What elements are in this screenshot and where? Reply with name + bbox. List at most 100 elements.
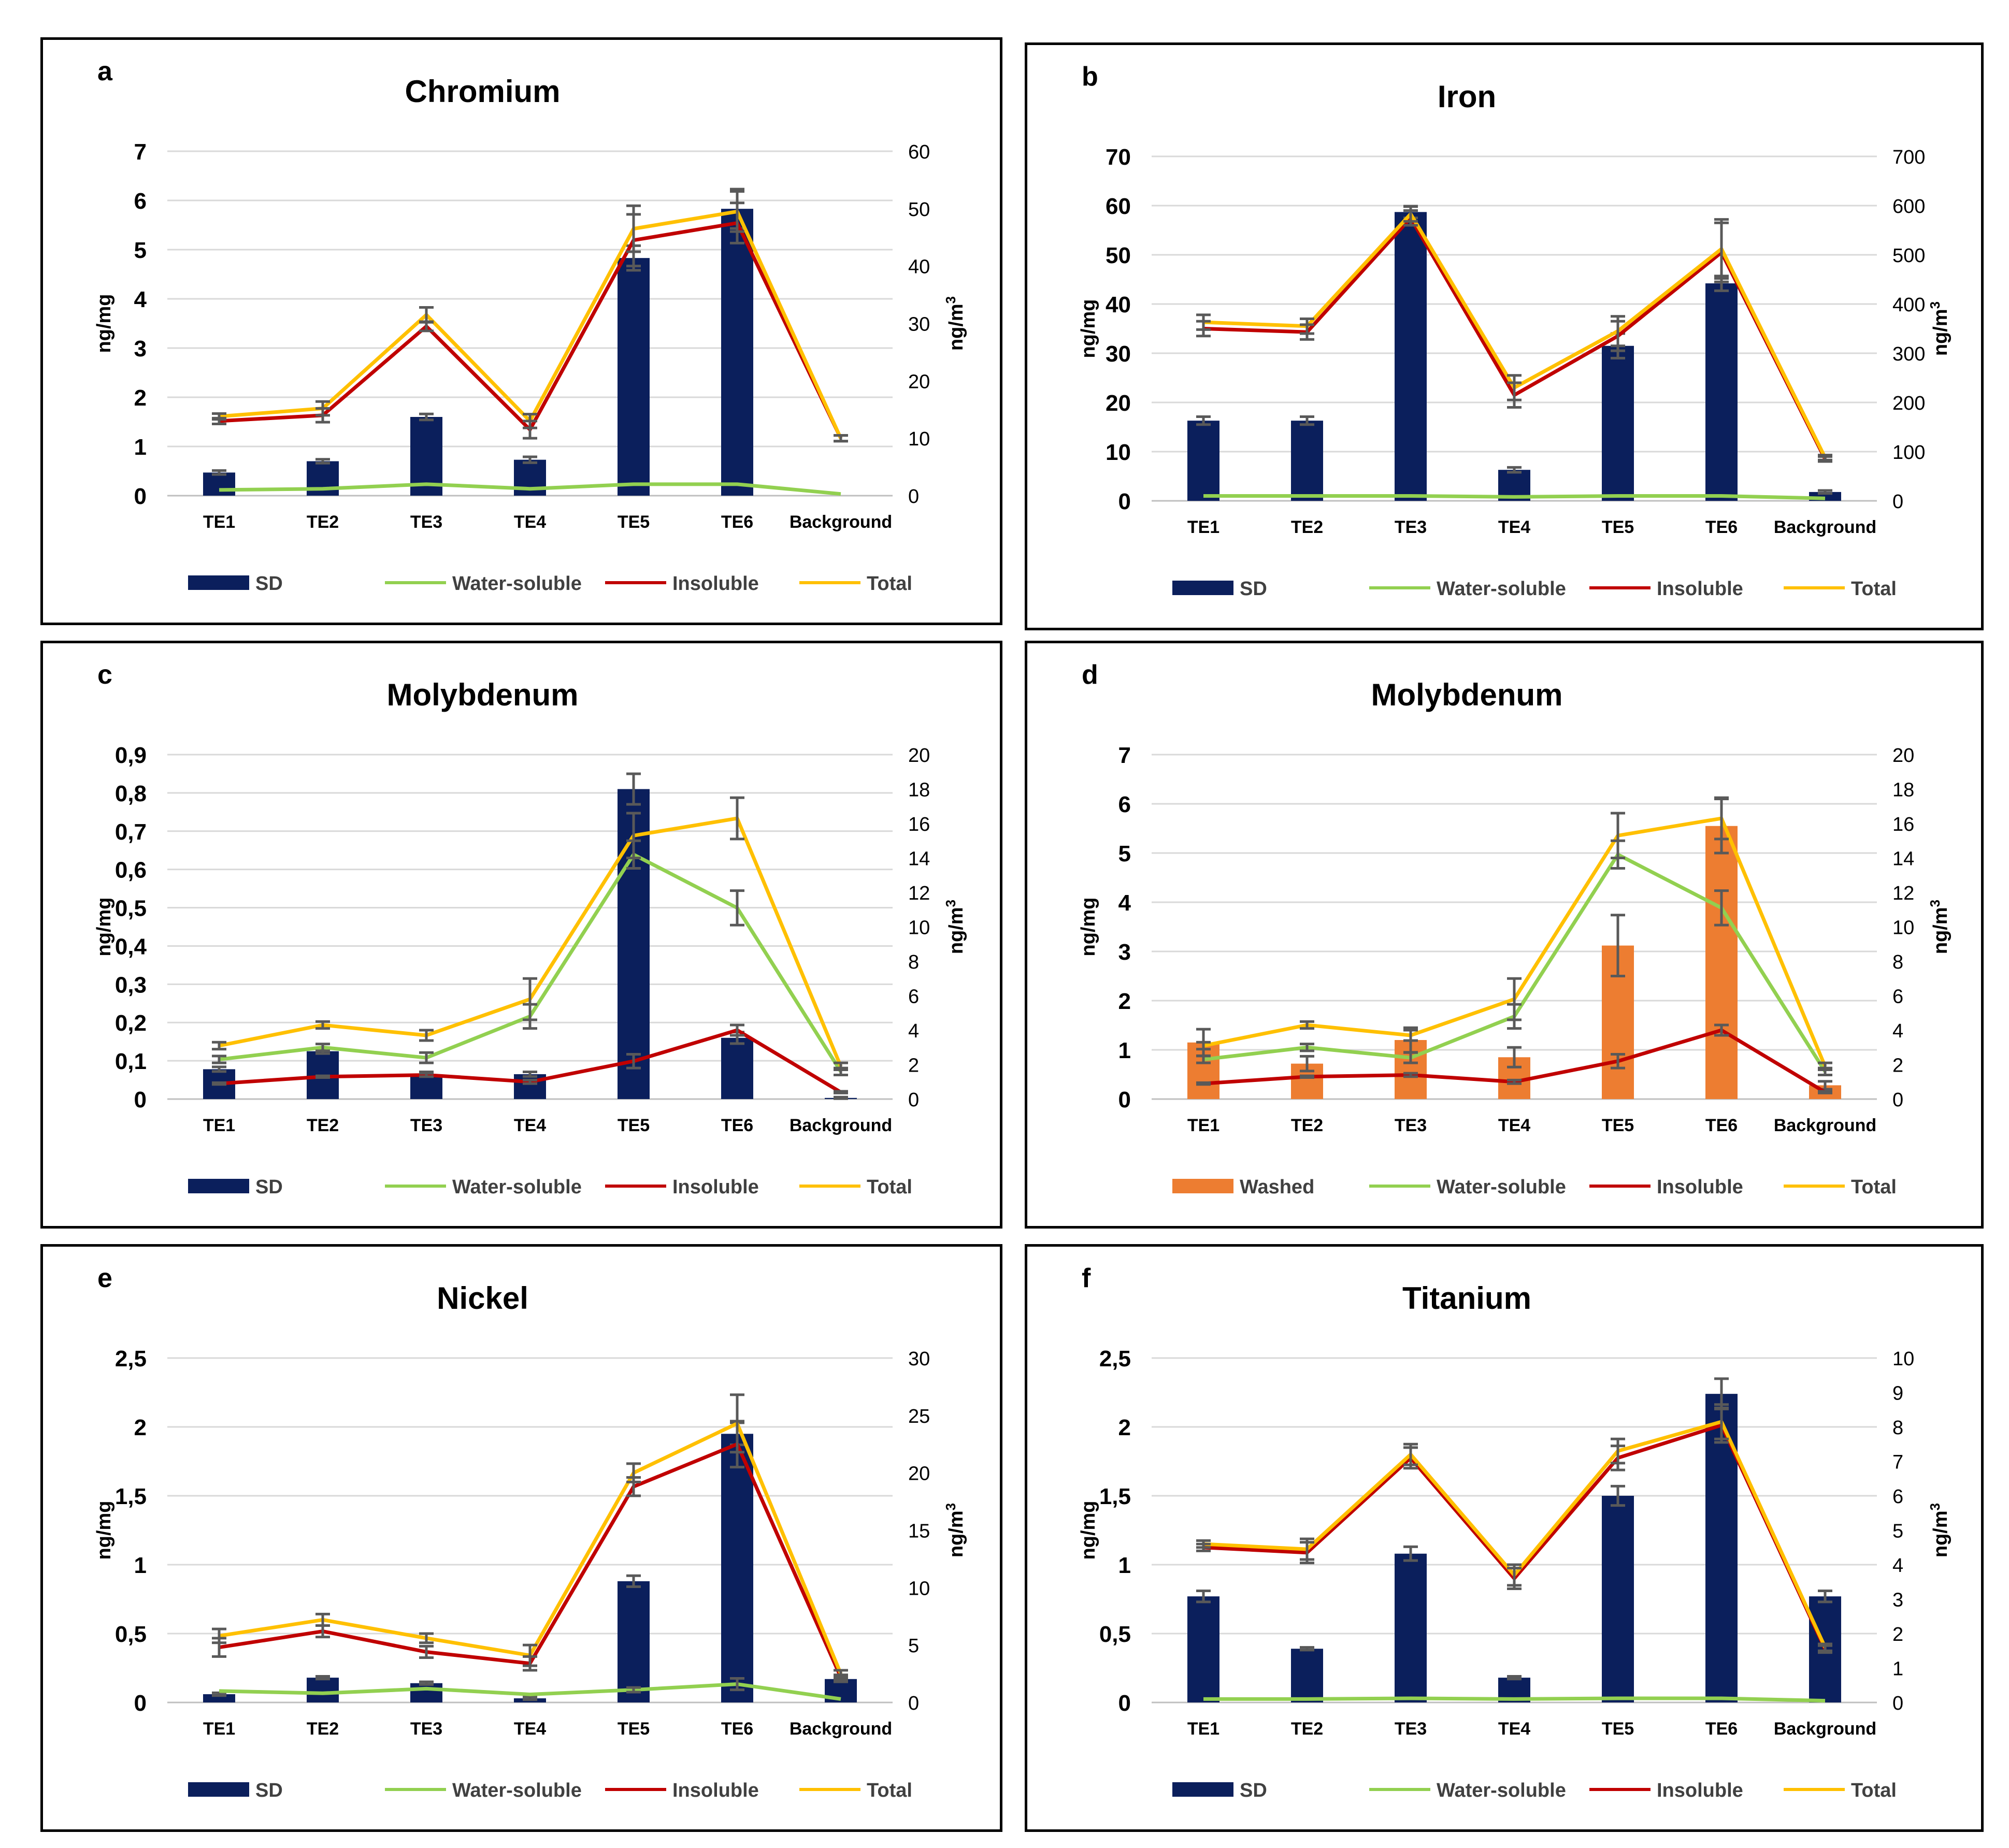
y-right-tick-label: 30 [908, 1348, 930, 1370]
x-tick-label: TE3 [1395, 517, 1427, 537]
y-left-tick-label: 2 [1118, 989, 1131, 1014]
error-bar [523, 1643, 537, 1667]
x-tick-label: TE4 [1498, 1719, 1530, 1739]
error-bar [1403, 1051, 1418, 1064]
y-right-tick-label: 10 [908, 428, 930, 450]
panel-label: e [97, 1263, 112, 1293]
legend-entry: Total [799, 573, 912, 595]
y-right-axis-title: ng/m3 [943, 1503, 967, 1557]
y-left-tick-label: 0,8 [115, 781, 147, 806]
error-bar [419, 1051, 434, 1064]
legend-entry: Insoluble [1589, 578, 1743, 600]
x-tick-label: TE4 [1498, 1116, 1530, 1135]
y-right-tick-label: 15 [908, 1521, 930, 1542]
legend-label: SD [255, 1780, 283, 1801]
error-bar [834, 1669, 848, 1679]
error-bar [212, 1055, 226, 1064]
error-bar [1300, 1043, 1314, 1052]
error-bar [1507, 977, 1522, 1021]
y-left-tick-label: 0,1 [115, 1049, 147, 1074]
error-bar [1507, 466, 1522, 474]
error-bar [1507, 374, 1522, 401]
y-right-tick-label: 0 [1892, 1089, 1903, 1111]
y-right-tick-label: 60 [908, 141, 930, 163]
y-right-tick-label: 20 [1892, 745, 1914, 767]
legend-label: Water-soluble [1437, 1780, 1566, 1801]
y-right-tick-label: 20 [908, 745, 930, 767]
bar [618, 258, 650, 496]
chart-d: dMolybdenum0123456702468101214161820ng/m… [1078, 660, 1951, 1198]
y-right-tick-label: 16 [908, 814, 930, 835]
y-right-tick-label: 1 [1892, 1658, 1903, 1680]
chart-title: Molybdenum [1371, 677, 1563, 712]
x-tick-label: TE2 [307, 1116, 339, 1135]
legend-entry: Total [799, 1176, 912, 1198]
y-left-tick-label: 2 [134, 385, 147, 411]
y-left-tick-label: 60 [1106, 194, 1131, 219]
error-bar [1611, 914, 1625, 977]
error-bar [315, 1612, 330, 1627]
y-right-tick-label: 18 [1892, 779, 1914, 801]
error-bar [1818, 454, 1832, 461]
y-right-tick-label: 18 [908, 779, 930, 801]
panel-a: a Chromium 0 1 2 3 4 5 6 7 0 10 20 30 40 50 60 ng/mg ng/m3… [40, 37, 1002, 625]
x-tick-label: TE2 [1291, 1719, 1323, 1739]
legend-entry: Total [1784, 1780, 1897, 1801]
legend-entry: Insoluble [605, 573, 759, 595]
legend-label: Water-soluble [452, 1176, 582, 1198]
error-bar [419, 412, 434, 422]
legend-entry: SD [1172, 1780, 1267, 1801]
y-left-tick-label: 5 [1118, 841, 1131, 867]
x-tick-label: TE6 [721, 512, 753, 532]
error-bar [1196, 1539, 1211, 1549]
legend-label: Insoluble [672, 573, 759, 595]
legend-label: Insoluble [672, 1780, 759, 1801]
x-tick-label: TE5 [618, 1116, 650, 1135]
x-tick-label: TE3 [410, 512, 442, 532]
error-bar [419, 1680, 434, 1686]
chart-title: Nickel [437, 1281, 528, 1316]
error-bar [1714, 796, 1729, 841]
bar [1395, 1553, 1427, 1702]
error-bar [1611, 1053, 1625, 1070]
y-right-tick-label: 8 [1892, 1417, 1903, 1439]
legend-entry: SD [188, 573, 283, 595]
y-left-tick-label: 7 [1118, 743, 1131, 768]
bar [1602, 1496, 1634, 1702]
x-tick-label: Background [1774, 1116, 1876, 1135]
x-tick-label: TE2 [307, 512, 339, 532]
legend-entry: Total [799, 1780, 912, 1801]
chart-a: a Chromium 0 1 2 3 4 5 6 7 0 10 20 30 40 50 60 ng/mg ng/m3… [93, 56, 967, 595]
error-bar [1818, 489, 1832, 495]
error-bar [315, 1020, 330, 1030]
x-tick-label: TE6 [721, 1719, 753, 1739]
panel-e: e Nickel 0 0,5 1 1,5 2 2,5 0 5 10 15 20 25 30 ng/mg ng/m… [40, 1244, 1002, 1832]
y-right-tick-label: 0 [908, 1089, 919, 1111]
y-right-axis-title: ng/m3 [1927, 301, 1951, 356]
legend-entry: Washed [1172, 1176, 1314, 1198]
error-bar [626, 812, 641, 859]
x-tick-label: TE1 [1187, 1719, 1219, 1739]
error-bar [1507, 1674, 1522, 1681]
y-right-tick-label: 10 [1892, 1348, 1914, 1370]
y-right-tick-label: 4 [908, 1020, 919, 1042]
error-bar [1300, 1537, 1314, 1561]
y-left-tick-label: 4 [134, 287, 147, 312]
x-tick-label: TE1 [203, 1116, 235, 1135]
x-tick-label: TE6 [1705, 517, 1738, 537]
y-right-tick-label: 16 [1892, 814, 1914, 835]
y-right-tick-label: 4 [1892, 1020, 1903, 1042]
legend-entry: Insoluble [1589, 1780, 1743, 1801]
legend-label: Insoluble [672, 1176, 759, 1198]
y-right-tick-label: 0 [908, 486, 919, 508]
y-left-tick-label: 0,5 [115, 1622, 147, 1647]
bar [203, 472, 235, 496]
error-bar [523, 1695, 537, 1701]
error-bar [523, 1071, 537, 1078]
error-bar [626, 772, 641, 806]
error-bar [315, 1074, 330, 1079]
bar [1705, 826, 1738, 1099]
legend-label: Washed [1240, 1176, 1314, 1198]
y-right-tick-label: 400 [1892, 294, 1925, 316]
y-right-tick-label: 8 [1892, 951, 1903, 973]
